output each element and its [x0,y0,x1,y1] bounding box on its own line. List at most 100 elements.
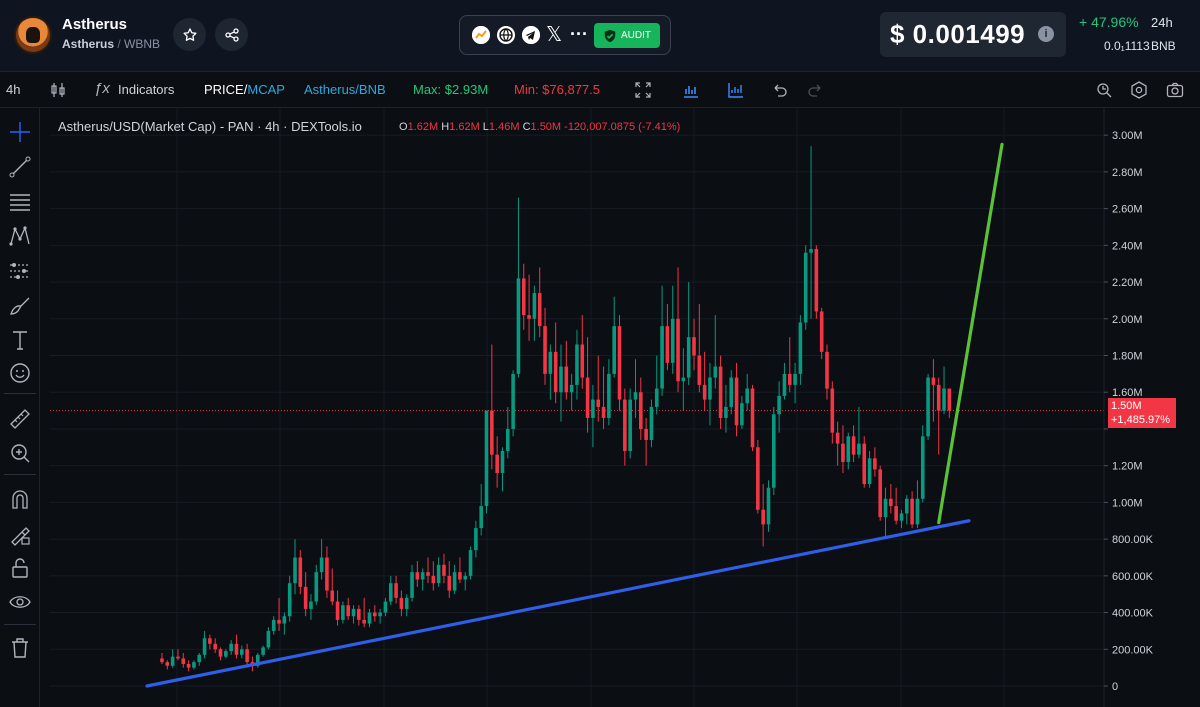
candle-body [835,432,840,444]
x-icon[interactable]: 𝕏 [546,24,563,46]
candle-body [500,450,505,474]
candle-body [564,366,569,393]
candle-body [537,293,542,327]
volume-icon[interactable] [682,81,700,99]
y-tick-label: 3.00M [1112,130,1143,142]
candlestick-chart[interactable]: 0 200.00K 400.00K 600.00K 800.00K 1.00M 1.20M 1… [40,108,1200,707]
redo-icon[interactable] [806,81,824,99]
y-tick-label: 1.20M [1112,461,1143,473]
candle-body [474,528,478,551]
candle-body [399,597,404,609]
y-tick-label: 400.00K [1112,608,1154,620]
emoji-icon[interactable] [8,361,32,385]
candle-body [436,564,441,584]
candle-body [851,436,856,455]
telegram-icon[interactable] [522,26,540,44]
settings-search-icon[interactable] [1095,81,1113,99]
website-icon[interactable] [472,26,490,44]
candle-body [261,647,265,655]
info-icon[interactable]: i [1038,26,1054,42]
candle-body [591,399,595,418]
candle-body [511,373,515,429]
candle-body [532,293,537,319]
quote-symbol[interactable]: WBNB [124,37,161,51]
candle-body [160,658,164,663]
candle-body [761,509,765,525]
fullscreen-icon[interactable] [634,81,652,99]
token-avatar [14,16,52,54]
candle-body [298,557,303,587]
favorite-button[interactable] [173,18,206,51]
indicators-button[interactable]: Indicators [118,82,175,97]
magnet-icon[interactable] [8,487,32,511]
pattern-icon[interactable] [8,224,32,248]
sidebar-divider [4,393,36,394]
candle-body [495,454,499,474]
candle-body [740,403,744,426]
gear-icon[interactable] [1130,81,1148,99]
zoom-in-icon[interactable] [8,441,32,465]
fx-icon[interactable]: ƒx [94,80,110,97]
candles-icon[interactable] [49,81,67,99]
candle-body [287,583,292,617]
trash-icon[interactable] [8,636,32,660]
high-key: H [441,121,450,133]
interval-selector[interactable]: 4h [6,82,21,97]
y-tick-label: 2.20M [1112,277,1143,289]
lock-icon[interactable] [8,556,32,580]
candle-body [378,612,382,617]
mcap-option[interactable]: MCAP [247,82,285,97]
crosshair-icon[interactable] [8,120,32,144]
low-key: L [482,121,489,133]
candle-body [686,337,691,378]
chart-area[interactable]: 0 200.00K 400.00K 600.00K 800.00K 1.00M 1.20M 1… [40,108,1200,707]
more-icon[interactable]: ··· [570,24,588,44]
candle-body [282,616,287,624]
candle-body [255,654,260,666]
price-mcap-toggle[interactable]: PRICE/MCAP [204,82,285,97]
ruler-icon[interactable] [8,407,32,431]
candle-body [617,326,622,400]
candle-body [931,377,936,385]
candle-body [713,366,718,378]
lock-draw-icon[interactable] [8,522,32,546]
candle-body [766,487,771,525]
candles [160,146,952,672]
price-mcap-separator: / [243,82,248,97]
forecast-icon[interactable] [8,259,32,283]
candle-body [585,377,590,418]
globe-icon[interactable] [497,26,515,44]
undo-icon[interactable] [771,81,789,99]
fib-lines-icon[interactable] [8,190,32,214]
candle-body [357,608,361,620]
high-value: 1.62M [449,121,480,133]
chart-type-icon[interactable] [727,81,745,99]
base-symbol[interactable]: Astherus [62,37,115,51]
pair-toggle[interactable]: Astherus/BNB [304,82,386,97]
candle-body [197,654,202,663]
bnb-unit: BNB [1151,39,1176,53]
chart-grid [50,108,1104,707]
candle-body [697,355,702,385]
trendline-icon[interactable] [8,155,32,179]
share-button[interactable] [215,18,248,51]
candle-body [676,318,680,382]
audit-button[interactable]: AUDIT [594,23,660,48]
candle-body [596,399,601,407]
camera-icon[interactable] [1166,81,1184,99]
candle-body [431,575,436,584]
candle-body [580,344,585,378]
eye-icon[interactable] [8,590,32,614]
price-option[interactable]: PRICE [204,82,244,97]
candle-body [234,643,239,655]
brush-icon[interactable] [8,294,32,318]
candle-body [330,590,335,602]
candle-body [926,377,930,437]
token-header: Astherus Astherus / WBNB 𝕏 ··· AUDIT $ 0… [0,0,1200,72]
text-icon[interactable] [8,328,32,352]
change-value: -120,007.0875 (-7.41%) [564,121,681,133]
candle-body [303,586,308,609]
y-tick-label: 2.80M [1112,167,1143,179]
candle-body [208,638,212,644]
candle-body [777,395,781,415]
